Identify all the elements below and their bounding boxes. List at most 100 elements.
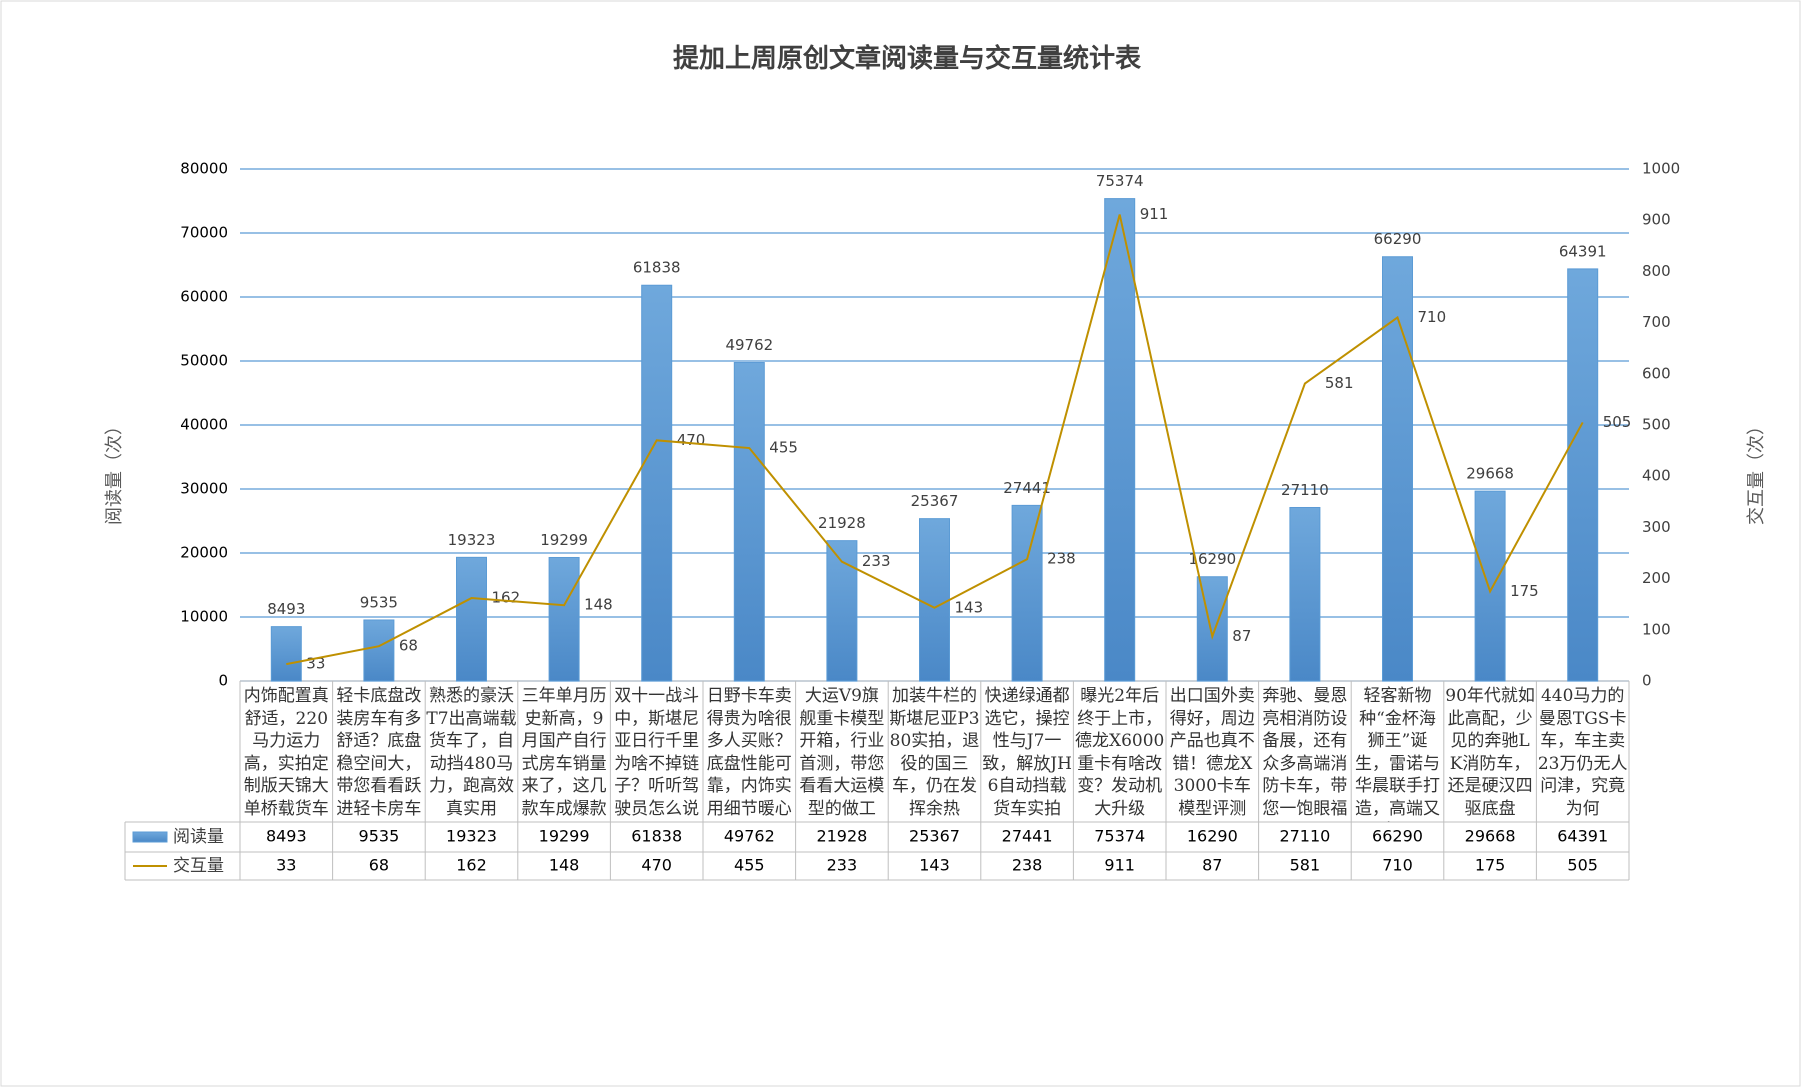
y-tick-label: 10000 (180, 608, 228, 626)
x-tick-label: 熟悉的豪沃T7出高端载货车了，自动挡480马力，跑高效真实用 (426, 686, 517, 819)
x-tick-label: 加装牛栏的斯堪尼亚P380实拍，退役的国三车，仍在发挥余热 (889, 686, 980, 819)
y-tick-label: 0 (218, 672, 228, 690)
bar-value-label: 49762 (725, 336, 773, 354)
table-value: 143 (919, 856, 950, 875)
table-value: 27441 (1002, 827, 1053, 846)
line-value-label: 233 (862, 552, 891, 570)
legend-label: 交互量 (173, 856, 224, 876)
y-axis-label: 阅读量（次） (104, 417, 125, 525)
line-value-label: 710 (1418, 308, 1447, 326)
y-tick-label: 70000 (180, 224, 228, 242)
table-value: 27110 (1279, 827, 1330, 846)
bar (733, 362, 765, 682)
category-cell: 轻客新物种“金杯海狮王”诞生，雷诺与华晨联手打造，高端又实用 (1354, 686, 1440, 822)
line-value-label: 470 (677, 431, 706, 449)
line-value-label: 581 (1325, 374, 1354, 392)
x-tick-label: 曝光2年后终于上市，德龙X6000重卡有啥改变？发动机大升级 (1075, 686, 1165, 819)
table-value: 8493 (266, 827, 307, 846)
bar-value-label: 19299 (540, 531, 588, 549)
y2-tick-label: 200 (1642, 569, 1671, 587)
x-tick-label: 出口国外卖得好，周边产品也真不错！德龙X3000卡车模型评测 (1169, 686, 1255, 819)
x-tick-label: 轻客新物种“金杯海狮王”诞生，雷诺与华晨联手打造，高端又实用 (1354, 686, 1440, 822)
category-cell: 90年代就如此高配，少见的奔驰LK消防车，还是硬汉四驱底盘 (1445, 686, 1535, 819)
table-value: 9535 (359, 827, 400, 846)
line-value-label: 238 (1047, 550, 1076, 568)
table-value: 33 (276, 856, 296, 875)
line-value-label: 148 (584, 596, 613, 614)
table-value: 162 (456, 856, 487, 875)
line-value-label: 175 (1510, 582, 1539, 600)
bar (1289, 506, 1321, 682)
y-tick-label: 40000 (180, 416, 228, 434)
x-tick-label: 大运V9旗舰重卡模型开箱，行业首测，带您看看大运模型的做工 (799, 686, 885, 819)
bar-value-label: 27110 (1281, 481, 1329, 499)
bar (363, 619, 395, 682)
bar (456, 556, 487, 682)
legend-label: 阅读量 (173, 827, 224, 847)
table-value: 175 (1475, 856, 1506, 875)
y-tick-label: 30000 (180, 480, 228, 498)
table-value: 505 (1567, 856, 1598, 875)
line-value-label: 68 (399, 637, 418, 655)
bar-value-label: 61838 (633, 259, 681, 277)
line-value-label: 87 (1232, 627, 1251, 645)
y-tick-label: 50000 (180, 352, 228, 370)
table-value: 581 (1290, 856, 1321, 875)
bar (548, 556, 580, 682)
y2-tick-label: 400 (1642, 467, 1671, 485)
x-tick-label: 内饰配置真舒适，220马力运力高，实拍定制版天锦大单桥载货车 (243, 686, 329, 819)
y2-tick-label: 300 (1642, 518, 1671, 536)
bar-value-label: 75374 (1096, 172, 1144, 190)
category-cell: 日野卡车卖得贵为啥很多人买账？底盘性能可靠，内饰实用细节暖心 (706, 686, 792, 819)
y-tick-label: 60000 (180, 288, 228, 306)
table-value: 68 (369, 856, 389, 875)
table-value: 87 (1202, 856, 1222, 875)
bar (1011, 504, 1043, 682)
y2-tick-label: 500 (1642, 416, 1671, 434)
table-value: 64391 (1557, 827, 1608, 846)
line-value-label: 455 (769, 439, 798, 457)
bar (1474, 490, 1506, 682)
category-cell: 熟悉的豪沃T7出高端载货车了，自动挡480马力，跑高效真实用 (426, 686, 517, 819)
category-cell: 双十一战斗中，斯堪尼亚日行千里为啥不掉链子？听听驾驶员怎么说 (614, 686, 700, 819)
table-value: 29668 (1465, 827, 1516, 846)
category-cell: 奔驰、曼恩亮相消防设备展，还有众多高端消防卡车，带您一饱眼福 (1262, 686, 1348, 819)
line-value-label: 162 (492, 589, 521, 607)
table-value: 49762 (724, 827, 775, 846)
y2-tick-label: 0 (1642, 672, 1652, 690)
table-value: 238 (1012, 856, 1043, 875)
chart-title: 提加上周原创文章阅读量与交互量统计表 (673, 43, 1142, 74)
bar-value-label: 8493 (267, 600, 305, 618)
table-value: 911 (1104, 856, 1135, 875)
bar (826, 540, 858, 682)
bar (1104, 198, 1136, 682)
table-value: 233 (827, 856, 858, 875)
line-value-label: 505 (1603, 413, 1632, 431)
x-tick-label: 双十一战斗中，斯堪尼亚日行千里为啥不掉链子？听听驾驶员怎么说 (614, 686, 700, 819)
x-tick-label: 奔驰、曼恩亮相消防设备展，还有众多高端消防卡车，带您一饱眼福 (1262, 686, 1348, 819)
bar-value-label: 29668 (1466, 465, 1514, 483)
x-tick-label: 三年单月历史新高，9月国产自行式房车销量来了，这几款车成爆款 (521, 686, 607, 819)
bar-value-label: 66290 (1374, 230, 1422, 248)
bar-value-label: 16290 (1188, 550, 1236, 568)
table-value: 455 (734, 856, 765, 875)
y2-tick-label: 600 (1642, 364, 1671, 382)
x-tick-label: 日野卡车卖得贵为啥很多人买账？底盘性能可靠，内饰实用细节暖心 (706, 686, 792, 819)
x-tick-label: 轻卡底盘改装房车有多舒适？底盘稳空间大，带您看看跃进轻卡房车 (336, 686, 422, 819)
y2-tick-label: 900 (1642, 211, 1671, 229)
category-cell: 曝光2年后终于上市，德龙X6000重卡有啥改变？发动机大升级 (1075, 686, 1165, 819)
bar (919, 518, 950, 682)
table-value: 61838 (631, 827, 682, 846)
table-value: 148 (549, 856, 580, 875)
y-tick-label: 20000 (180, 544, 228, 562)
category-cell: 内饰配置真舒适，220马力运力高，实拍定制版天锦大单桥载货车 (243, 686, 329, 819)
bar-value-label: 64391 (1559, 242, 1607, 260)
bar (1382, 256, 1413, 682)
table-value: 710 (1382, 856, 1413, 875)
x-tick-label: 440马力的曼恩TGS卡车，车主卖23万仍无人问津，究竟为何 (1537, 686, 1628, 819)
bar (270, 626, 302, 682)
category-cell: 轻卡底盘改装房车有多舒适？底盘稳空间大，带您看看跃进轻卡房车 (336, 686, 422, 819)
line (286, 214, 1584, 666)
